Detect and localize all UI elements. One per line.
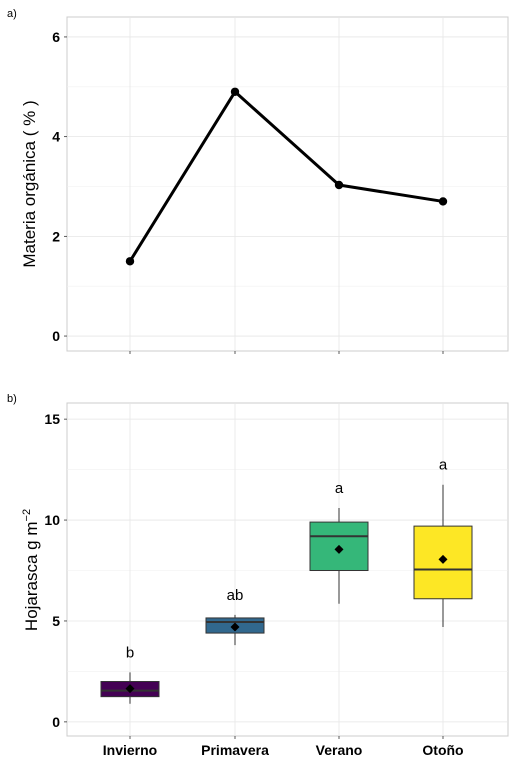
panel-a-series — [125, 87, 448, 266]
y-tick-label-5: 5 — [52, 613, 60, 629]
y-tick-label-15: 15 — [44, 411, 60, 427]
panel-b-x-axis: Invierno Primavera Verano Otoño — [103, 736, 464, 758]
box-invierno: b — [100, 644, 160, 704]
panel-a-label: a) — [7, 8, 17, 20]
panel-a-y-axis: 0 2 4 6 — [52, 29, 67, 344]
panel-a-x-axis — [129, 351, 444, 354]
y-tick-label-0: 0 — [52, 714, 60, 730]
x-tick-label-invierno: Invierno — [103, 742, 157, 758]
point-invierno — [125, 257, 135, 266]
mean-marker — [334, 544, 344, 554]
y-tick-label-2: 2 — [52, 228, 60, 244]
panel-a-plot-area — [66, 16, 509, 352]
point-primavera — [230, 87, 240, 96]
panel-b-box-chart: 0 5 10 15 Invierno Primavera Verano Otoño b ab a… — [21, 402, 509, 758]
panel-a-line-chart: 0 2 4 6 Materia orgánica ( % ) — [20, 16, 509, 354]
box-otono: a — [413, 457, 473, 628]
series-line — [128, 90, 444, 263]
panel-b-label: b) — [7, 393, 17, 405]
mean-marker — [230, 622, 240, 632]
mean-marker — [125, 684, 135, 694]
y-tick-label-0: 0 — [52, 328, 60, 344]
x-tick-label-verano: Verano — [316, 742, 363, 758]
mean-marker — [438, 554, 448, 564]
box-verano: a — [309, 480, 369, 604]
y-tick-label-4: 4 — [52, 129, 60, 145]
panel-b-y-axis-title-superscript: −2 — [21, 509, 33, 522]
group-label-primavera: ab — [227, 587, 244, 604]
point-otono — [438, 197, 448, 206]
x-tick-label-primavera: Primavera — [201, 742, 269, 758]
panel-b-y-axis-title-main: Hojarasca g m — [22, 521, 41, 631]
y-tick-label-6: 6 — [52, 29, 60, 45]
x-tick-label-otono: Otoño — [422, 742, 463, 758]
group-label-otono: a — [439, 457, 448, 474]
y-tick-label-10: 10 — [44, 512, 60, 528]
panel-b-boxes: b ab a a — [100, 457, 473, 704]
box-primavera: ab — [205, 587, 265, 646]
group-label-invierno: b — [126, 644, 134, 661]
point-verano — [334, 180, 344, 190]
group-label-verano: a — [335, 480, 344, 497]
panel-b-y-axis-title: Hojarasca g m−2 — [21, 509, 41, 631]
panel-a-y-axis-title: Materia orgánica ( % ) — [20, 100, 39, 267]
panel-b-y-axis: 0 5 10 15 — [44, 411, 67, 730]
